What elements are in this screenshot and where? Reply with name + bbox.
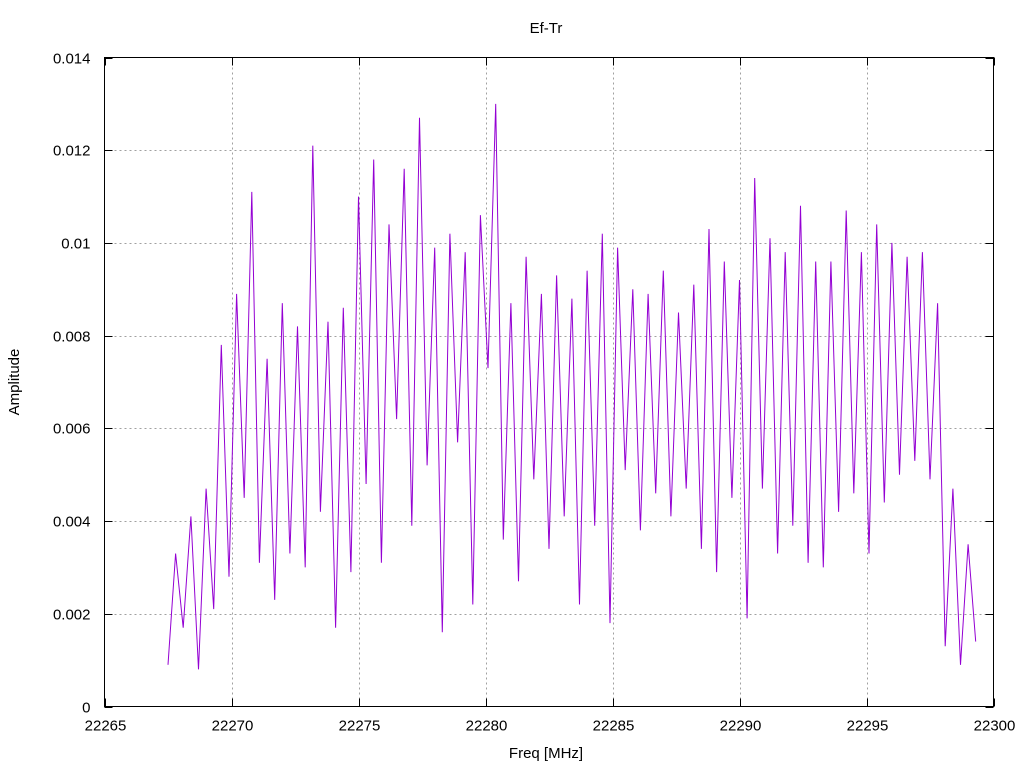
y-tick-label: 0.006	[53, 421, 91, 438]
x-tick-label: 22290	[720, 718, 762, 735]
x-tick-label: 22300	[974, 718, 1016, 735]
x-tick-label: 22295	[847, 718, 889, 735]
y-axis-title: Amplitude	[6, 349, 23, 416]
series-layer	[167, 103, 977, 670]
series-line	[167, 103, 977, 670]
y-tick-label: 0.014	[53, 51, 91, 68]
grid-lines	[104, 57, 994, 707]
chart-title: Ef-Tr	[530, 20, 563, 37]
y-tick-label: 0.008	[53, 329, 91, 346]
y-tick-label: 0.01	[61, 236, 90, 253]
x-tick-label: 22285	[593, 718, 635, 735]
x-tick-label: 22265	[85, 718, 127, 735]
y-tick-label: 0.002	[53, 607, 91, 624]
y-tick-label: 0	[82, 700, 90, 717]
axis-ticks: 22265 22270 22275 22280 22285 22290 22295 22300…	[53, 51, 1015, 735]
x-tick-label: 22275	[339, 718, 381, 735]
plot-frame	[104, 57, 994, 707]
x-tick-label: 22270	[212, 718, 254, 735]
y-tick-label: 0.012	[53, 143, 91, 160]
y-tick-label: 0.004	[53, 514, 91, 531]
x-axis-title: Freq [MHz]	[509, 745, 583, 762]
x-tick-label: 22280	[466, 718, 508, 735]
